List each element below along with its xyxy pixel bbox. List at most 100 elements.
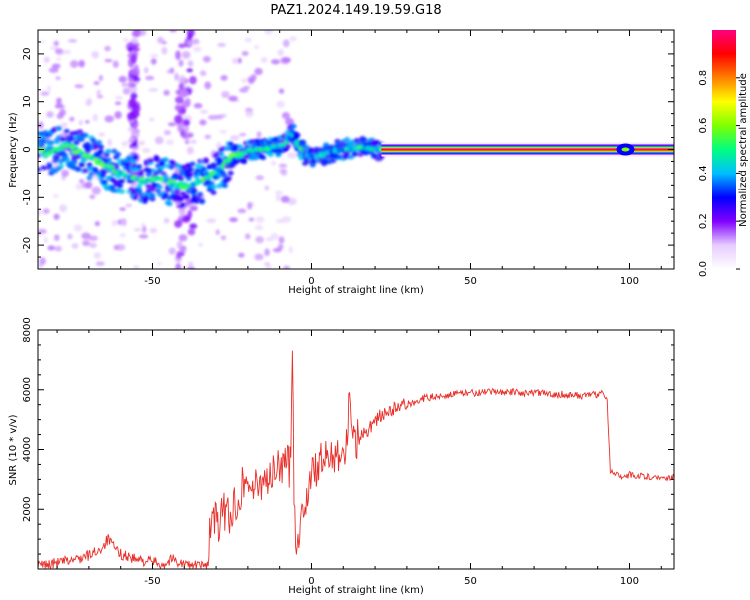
colorbar-gradient [712,30,736,269]
ridge-halo [162,192,169,198]
noise-blob [247,201,253,210]
noise-blob [215,229,220,236]
noise-blob [81,232,91,240]
noise-blob [163,217,170,224]
noise-blob [244,37,252,43]
ridge-halo [130,159,137,165]
noise-blob [96,94,104,99]
streak-blob [128,98,137,109]
noise-blob [47,245,56,251]
noise-blob [54,103,64,109]
noise-blob [280,195,290,203]
ridge-halo [117,183,124,189]
streak-blob [130,54,137,64]
noise-blob [89,242,97,248]
noise-blob [139,140,146,146]
noise-blob [220,74,228,81]
noise-blob [46,85,52,92]
snr-axes: -50 0 50 100 2000 4000 6000 8000 [22,317,674,587]
y-tick-label: 20 [22,48,33,61]
snr-ylabel: SNR (10 * v/v) [8,414,19,485]
streak-blob [181,132,191,140]
ridge-halo [128,186,135,192]
noise-blob [244,233,251,240]
ridge-halo [180,202,187,208]
streak-blob [127,127,135,132]
noise-blob [53,234,60,241]
noise-blob [114,111,122,119]
ridge-halo [63,128,70,134]
ridge-halo [75,166,82,172]
noise-blob [280,168,288,176]
noise-blob [178,234,188,242]
noise-blob [40,40,45,44]
ridge-halo [73,140,80,146]
ridge-halo [82,132,89,138]
streak-blob [177,109,186,115]
noise-blob [174,72,179,81]
snr-plot-area [38,350,674,569]
ridge-hotspot [168,179,177,184]
streak-blob [176,251,182,260]
ridge-hotspot [178,181,185,186]
noise-blob [270,161,277,166]
noise-blob [156,261,162,266]
streak-blob [183,124,189,134]
noise-blob [107,138,113,147]
noise-blob [55,48,64,55]
ridge-hotspot [138,178,147,183]
noise-blob [51,63,61,69]
noise-blob [150,58,157,65]
ridge-halo [48,140,55,146]
ridge-halo [57,163,64,169]
noise-blob [161,40,167,45]
noise-blob [118,75,127,83]
colorbar-label: Normalized spectral amplitude [738,73,749,227]
noise-blob [82,240,90,247]
noise-blob [74,84,84,89]
carrier-disturbance [621,147,630,152]
streak-blob [128,69,137,76]
noise-blob [237,208,247,214]
ridge-halo [162,157,169,163]
streak-blob [174,114,184,124]
noise-blob [142,225,147,233]
noise-blob [94,221,100,227]
x-tick-label: 0 [308,576,314,587]
noise-blob [85,99,92,107]
noise-blob [67,233,73,240]
ridge-halo [97,149,104,155]
y-tick-label: -20 [22,237,33,253]
streak-blob [175,96,184,104]
noise-blob [264,248,270,257]
ridge-hotspot [94,161,101,165]
x-tick-label: -50 [144,576,160,587]
noise-blob [221,90,230,99]
streak-blob [189,223,198,229]
ridge-halo [136,164,143,170]
streak-blob [187,33,193,41]
ridge-halo [183,194,190,200]
ridge-halo [54,155,61,161]
noise-blob [48,67,59,73]
noise-blob [264,185,270,191]
ridge-halo [174,189,181,195]
y-tick-label: 0 [22,146,33,152]
ridge-hotspot [234,154,243,159]
ridge-halo [145,183,152,189]
noise-blob [191,38,200,45]
noise-blob [283,265,291,269]
noise-blob [62,49,72,55]
ridge-hotspot [51,147,59,152]
noise-blob [115,243,126,251]
colorbar-tick-label: 0.8 [698,70,709,86]
y-tick-label: 2000 [22,497,33,522]
noise-blob [92,113,98,122]
ridge-halo [166,201,173,207]
x-tick-label: -50 [144,276,160,287]
noise-blob [78,59,85,68]
ridge-halo [71,160,78,166]
noise-blob [144,67,149,74]
y-tick-label: 8000 [22,317,33,342]
ridge-halo [105,157,112,163]
